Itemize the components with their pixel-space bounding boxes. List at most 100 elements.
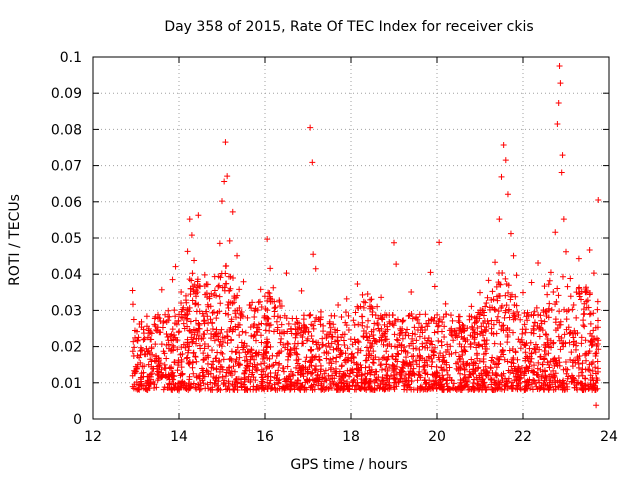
data-point [333,387,340,394]
data-point [404,326,411,333]
data-point [555,292,562,299]
data-point [485,320,492,327]
data-point [408,311,415,318]
data-point [338,363,345,370]
data-point [257,360,264,367]
data-point [589,374,596,381]
data-point [464,360,471,367]
data-point [209,319,216,326]
data-point [317,368,324,375]
data-point [196,325,203,332]
data-point [530,323,537,330]
data-point [527,339,534,346]
data-point [283,315,290,322]
data-point [488,330,495,337]
data-point [484,294,491,301]
data-point [137,351,144,358]
data-point [355,321,362,328]
data-point [581,382,588,389]
data-point [544,291,551,298]
data-point [321,378,328,385]
data-point [530,377,537,384]
data-point [462,338,469,345]
data-point [350,354,357,361]
data-point [409,335,416,342]
data-point [367,296,374,303]
data-point [541,355,548,362]
data-point [479,376,486,383]
data-point [148,330,155,337]
data-point [242,368,249,375]
data-point [460,347,467,354]
data-point [417,354,424,361]
data-point [456,324,463,331]
data-point [513,272,520,279]
data-point [186,359,193,366]
data-point [493,330,500,337]
data-point [152,341,159,348]
data-point [456,385,463,392]
data-point [310,325,317,332]
data-point [576,284,583,291]
data-point [471,319,478,326]
data-point [203,281,210,288]
data-point [231,368,238,375]
data-point [546,277,553,284]
data-point [179,378,186,385]
data-point [334,382,341,389]
data-point [288,383,295,390]
data-point [247,376,254,383]
data-point [316,344,323,351]
data-point [254,324,261,331]
data-point [424,361,431,368]
data-point [264,314,271,321]
data-point [495,384,502,391]
data-point [575,255,582,262]
data-point [500,322,507,329]
data-point [555,383,562,390]
data-point [238,383,245,390]
data-point [332,329,339,336]
data-point [138,383,145,390]
data-point [443,348,450,355]
data-point [503,281,510,288]
data-point [440,375,447,382]
data-point [489,369,496,376]
data-point [254,361,261,368]
data-point [535,359,542,366]
data-point [570,375,577,382]
data-point [169,347,176,354]
data-point [474,331,481,338]
data-point [141,335,148,342]
data-point [267,321,274,328]
data-point [201,271,208,278]
data-point [221,377,228,384]
data-point [178,364,185,371]
data-point [151,321,158,328]
data-point [241,370,248,377]
data-point [427,385,434,392]
x-tick-label: 20 [428,429,446,445]
data-point [192,300,199,307]
data-point [383,375,390,382]
data-point [556,308,563,315]
data-point [215,374,222,381]
data-point [511,313,518,320]
data-point [294,330,301,337]
data-point [272,386,279,393]
data-point [160,386,167,393]
data-point [487,364,494,371]
data-point [370,359,377,366]
data-point [490,358,497,365]
data-point [481,317,488,324]
data-point [417,383,424,390]
data-point [499,302,506,309]
data-point [386,318,393,325]
data-point [522,329,529,336]
data-point [535,377,542,384]
data-point [422,326,429,333]
data-point [342,309,349,316]
data-point [447,312,454,319]
data-point [360,328,367,335]
data-point [380,385,387,392]
